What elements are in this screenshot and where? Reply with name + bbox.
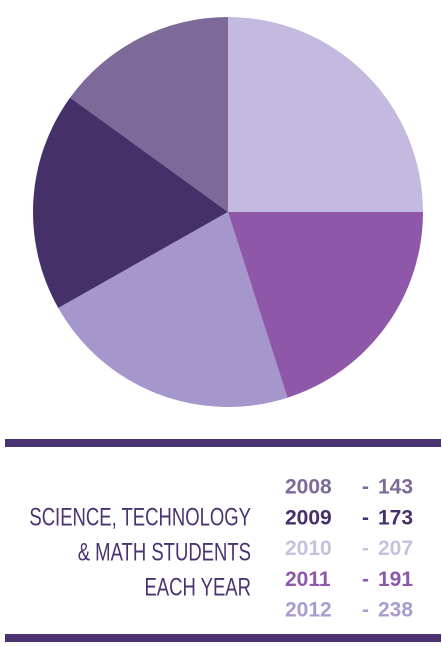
- title-line: SCIENCE, TECHNOLOGY: [29, 503, 251, 531]
- pie-slice: [70, 17, 228, 212]
- legend-value: 207: [378, 537, 413, 560]
- pie-slice: [228, 212, 424, 398]
- legend-separator: -: [362, 568, 369, 591]
- legend-value: 191: [378, 568, 413, 591]
- title-group: SCIENCE, TECHNOLOGY & MATH STUDENTS EACH…: [29, 503, 251, 601]
- legend-year: 2011: [285, 568, 331, 591]
- pie-slice: [58, 212, 288, 407]
- title-line: EACH YEAR: [144, 573, 251, 601]
- legend-year: 2012: [285, 599, 332, 622]
- bottom-rule: [5, 634, 441, 642]
- legend-year: 2008: [285, 476, 332, 499]
- legend-separator: -: [362, 476, 369, 499]
- legend-year: 2010: [285, 537, 332, 560]
- legend-year: 2009: [285, 506, 332, 529]
- legend-value: 173: [378, 506, 413, 529]
- legend-value: 238: [378, 599, 413, 622]
- legend-separator: -: [362, 537, 369, 560]
- legend-separator: -: [362, 599, 369, 622]
- pie-slice: [228, 17, 423, 212]
- top-rule: [5, 439, 441, 447]
- legend-separator: -: [362, 506, 369, 529]
- legend-value: 143: [378, 476, 413, 499]
- pie-slice: [32, 97, 228, 309]
- title-line: & MATH STUDENTS: [78, 538, 251, 566]
